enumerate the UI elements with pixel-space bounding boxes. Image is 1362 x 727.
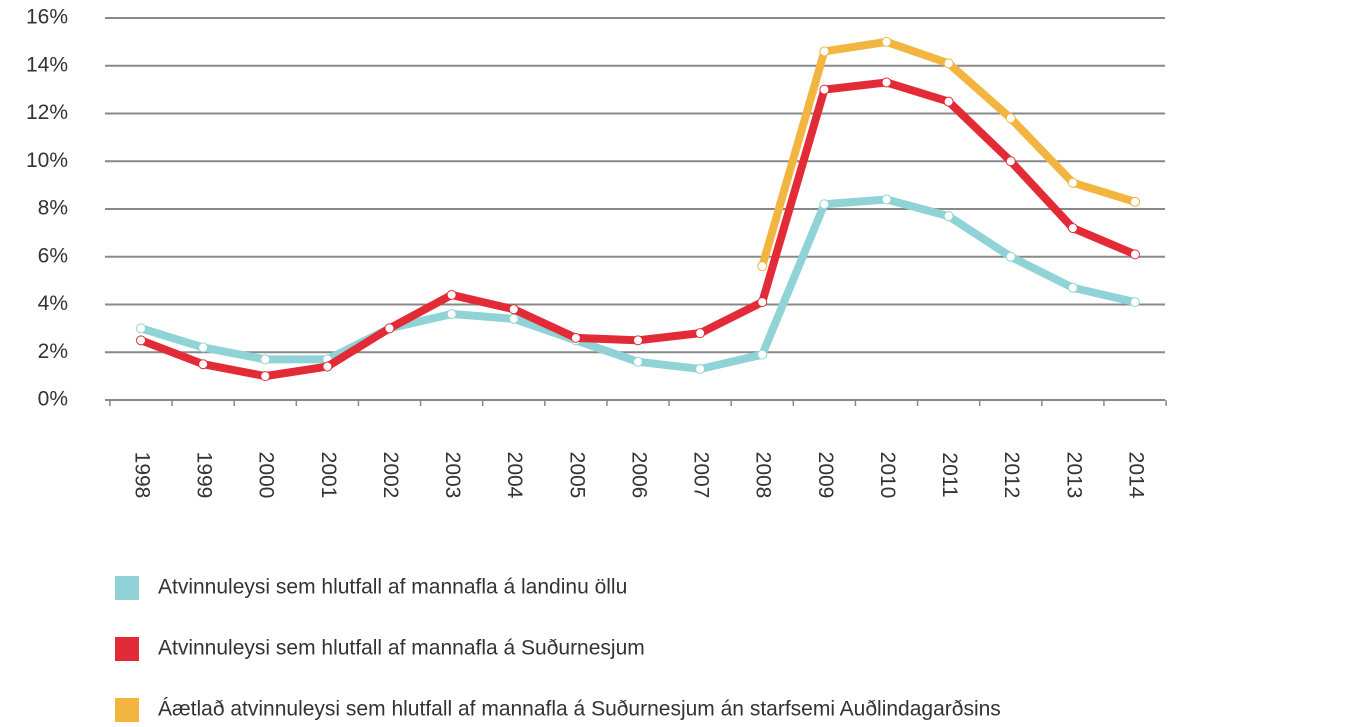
legend-swatch [115, 698, 139, 722]
legend-label: Atvinnuleysi sem hlutfall af mannafla á … [158, 576, 627, 599]
data-point [508, 313, 519, 324]
data-point [1130, 196, 1140, 207]
x-tick-label: 2004 [503, 452, 526, 499]
x-tick-label: 2008 [752, 452, 775, 499]
data-point [1067, 223, 1078, 234]
x-tick-label: 1999 [193, 452, 216, 499]
data-point [633, 356, 643, 367]
x-tick-label: 2007 [690, 452, 713, 499]
x-tick-label: 2003 [441, 452, 464, 499]
y-tick-label: 0% [38, 388, 68, 411]
data-point [943, 96, 954, 107]
data-point [1005, 251, 1016, 262]
data-point [819, 46, 830, 57]
data-point [136, 335, 146, 346]
data-point [198, 342, 209, 353]
y-tick-label: 2% [38, 340, 68, 363]
data-point [881, 194, 892, 205]
data-point [633, 335, 643, 346]
data-point [757, 349, 768, 360]
data-point [1130, 297, 1140, 308]
data-point [881, 36, 892, 47]
data-point [446, 289, 457, 300]
data-point [1067, 282, 1078, 293]
y-tick-label: 14% [26, 53, 68, 76]
data-point [819, 84, 830, 95]
data-point [757, 297, 768, 308]
y-tick-label: 12% [26, 101, 68, 124]
series-line [137, 78, 1139, 381]
data-point [198, 359, 209, 370]
x-tick-label: 2000 [255, 452, 278, 499]
legend-label: Atvinnuleysi sem hlutfall af mannafla á … [158, 637, 645, 660]
y-tick-label: 6% [38, 244, 68, 267]
x-tick-label: 2002 [379, 452, 402, 499]
x-tick-label: 2005 [565, 452, 588, 499]
data-point [322, 361, 333, 372]
x-tick-label: 2001 [317, 452, 340, 499]
data-point [260, 371, 271, 382]
data-point [1005, 156, 1016, 167]
data-point [1005, 113, 1016, 124]
data-point [1067, 177, 1078, 188]
x-tick-label: 1998 [130, 452, 153, 499]
x-tick-label: 2010 [876, 452, 899, 499]
x-tick-label: 2011 [938, 452, 961, 497]
x-tick-label: 2014 [1124, 452, 1147, 499]
y-tick-label: 4% [38, 292, 68, 315]
data-point [943, 58, 954, 69]
data-point [695, 328, 706, 339]
x-tick-label: 2012 [1000, 452, 1023, 499]
data-point [881, 77, 892, 88]
data-point [260, 354, 271, 365]
data-point [508, 304, 519, 315]
legend-swatch [115, 576, 139, 600]
y-tick-label: 8% [38, 197, 68, 220]
x-tick-label: 2006 [627, 452, 650, 499]
legend-label: Áætlað atvinnuleysi sem hlutfall af mann… [158, 698, 1001, 721]
y-tick-label: 10% [26, 149, 68, 172]
data-point [570, 332, 581, 343]
legend-swatch [115, 637, 139, 661]
data-point [384, 323, 395, 334]
data-point [446, 309, 457, 320]
data-point [819, 199, 830, 210]
data-point [1130, 249, 1140, 260]
data-point [757, 261, 768, 272]
data-point [695, 363, 706, 374]
y-tick-label: 16% [26, 6, 68, 29]
x-tick-label: 2013 [1062, 452, 1085, 499]
data-point [943, 211, 954, 222]
x-tick-label: 2009 [814, 452, 837, 499]
data-point [136, 323, 146, 334]
